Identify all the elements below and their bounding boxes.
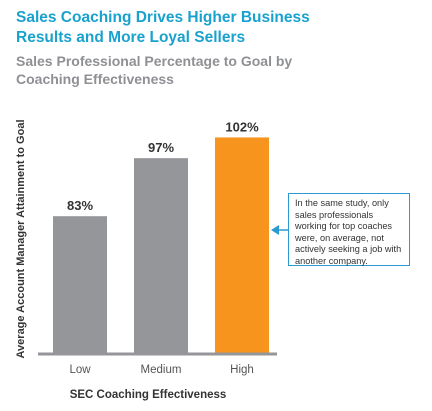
chart-title-line-1: Sales Coaching Drives Higher Business <box>16 9 310 26</box>
annotation-callout: In the same study, only sales profession… <box>288 193 410 266</box>
y-axis-label: Average Account Manager Attainment to Go… <box>15 120 27 359</box>
x-tick-label-medium: Medium <box>141 364 182 376</box>
data-label-low: 83% <box>67 198 93 213</box>
x-axis-label: SEC Coaching Effectiveness <box>70 389 227 401</box>
chart-subtitle-line-1: Sales Professional Percentage to Goal by <box>16 53 293 69</box>
callout-arrow-icon <box>271 225 279 235</box>
chart-subtitle-line-2: Coaching Effectiveness <box>16 71 174 87</box>
bar-low <box>53 216 107 353</box>
bar-high <box>215 137 269 353</box>
data-label-medium: 97% <box>148 140 174 155</box>
x-tick-label-low: Low <box>69 364 91 376</box>
chart-title-line-2: Results and More Loyal Sellers <box>16 29 246 46</box>
bar-medium <box>134 158 188 353</box>
chart-title: Sales Coaching Drives Higher Business Re… <box>16 8 426 48</box>
data-label-high: 102% <box>225 119 259 134</box>
x-tick-label-high: High <box>230 364 254 376</box>
chart-subtitle: Sales Professional Percentage to Goal by… <box>16 52 426 88</box>
